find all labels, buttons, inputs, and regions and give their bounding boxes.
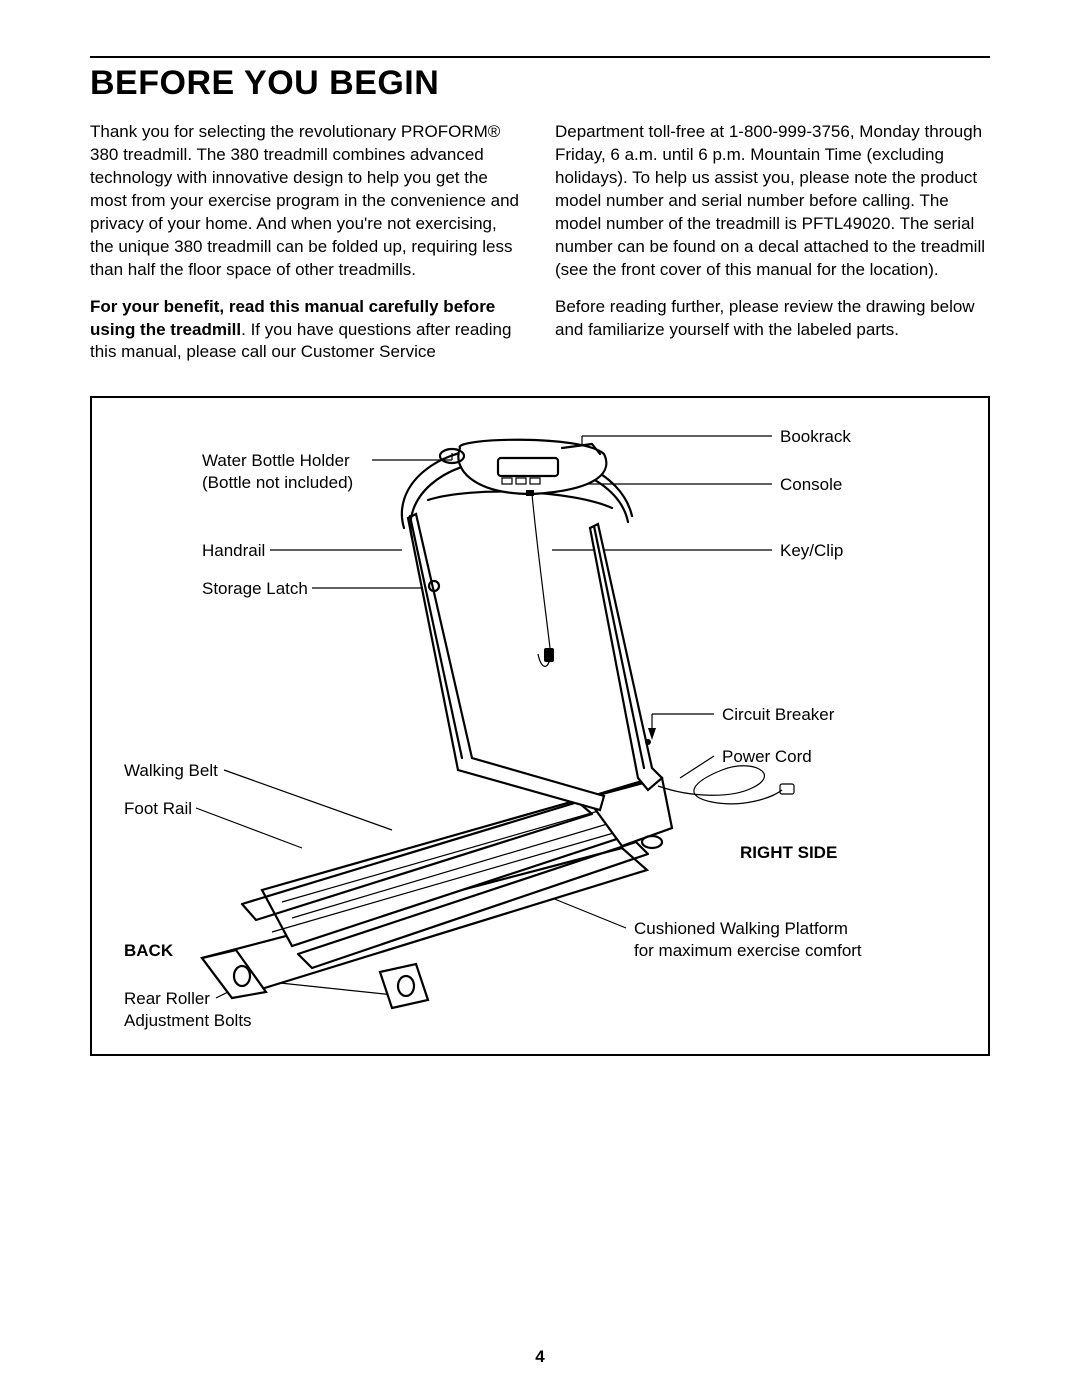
read-manual-paragraph: For your benefit, read this manual caref… bbox=[90, 296, 525, 365]
review-drawing-paragraph: Before reading further, please review th… bbox=[555, 296, 990, 342]
top-rule bbox=[90, 56, 990, 58]
body-columns: Thank you for selecting the revolutionar… bbox=[90, 121, 990, 378]
left-column: Thank you for selecting the revolutionar… bbox=[90, 121, 525, 378]
treadmill-svg bbox=[92, 398, 988, 1054]
treadmill-drawing bbox=[92, 398, 988, 1054]
intro-paragraph: Thank you for selecting the revolutionar… bbox=[90, 121, 525, 282]
labeled-diagram: Water Bottle Holder (Bottle not included… bbox=[90, 396, 990, 1056]
right-column: Department toll-free at 1-800-999-3756, … bbox=[555, 121, 990, 378]
page-title: BEFORE YOU BEGIN bbox=[90, 64, 990, 103]
contact-paragraph: Department toll-free at 1-800-999-3756, … bbox=[555, 121, 990, 282]
page-number: 4 bbox=[0, 1347, 1080, 1367]
manual-page: BEFORE YOU BEGIN Thank you for selecting… bbox=[0, 0, 1080, 1397]
